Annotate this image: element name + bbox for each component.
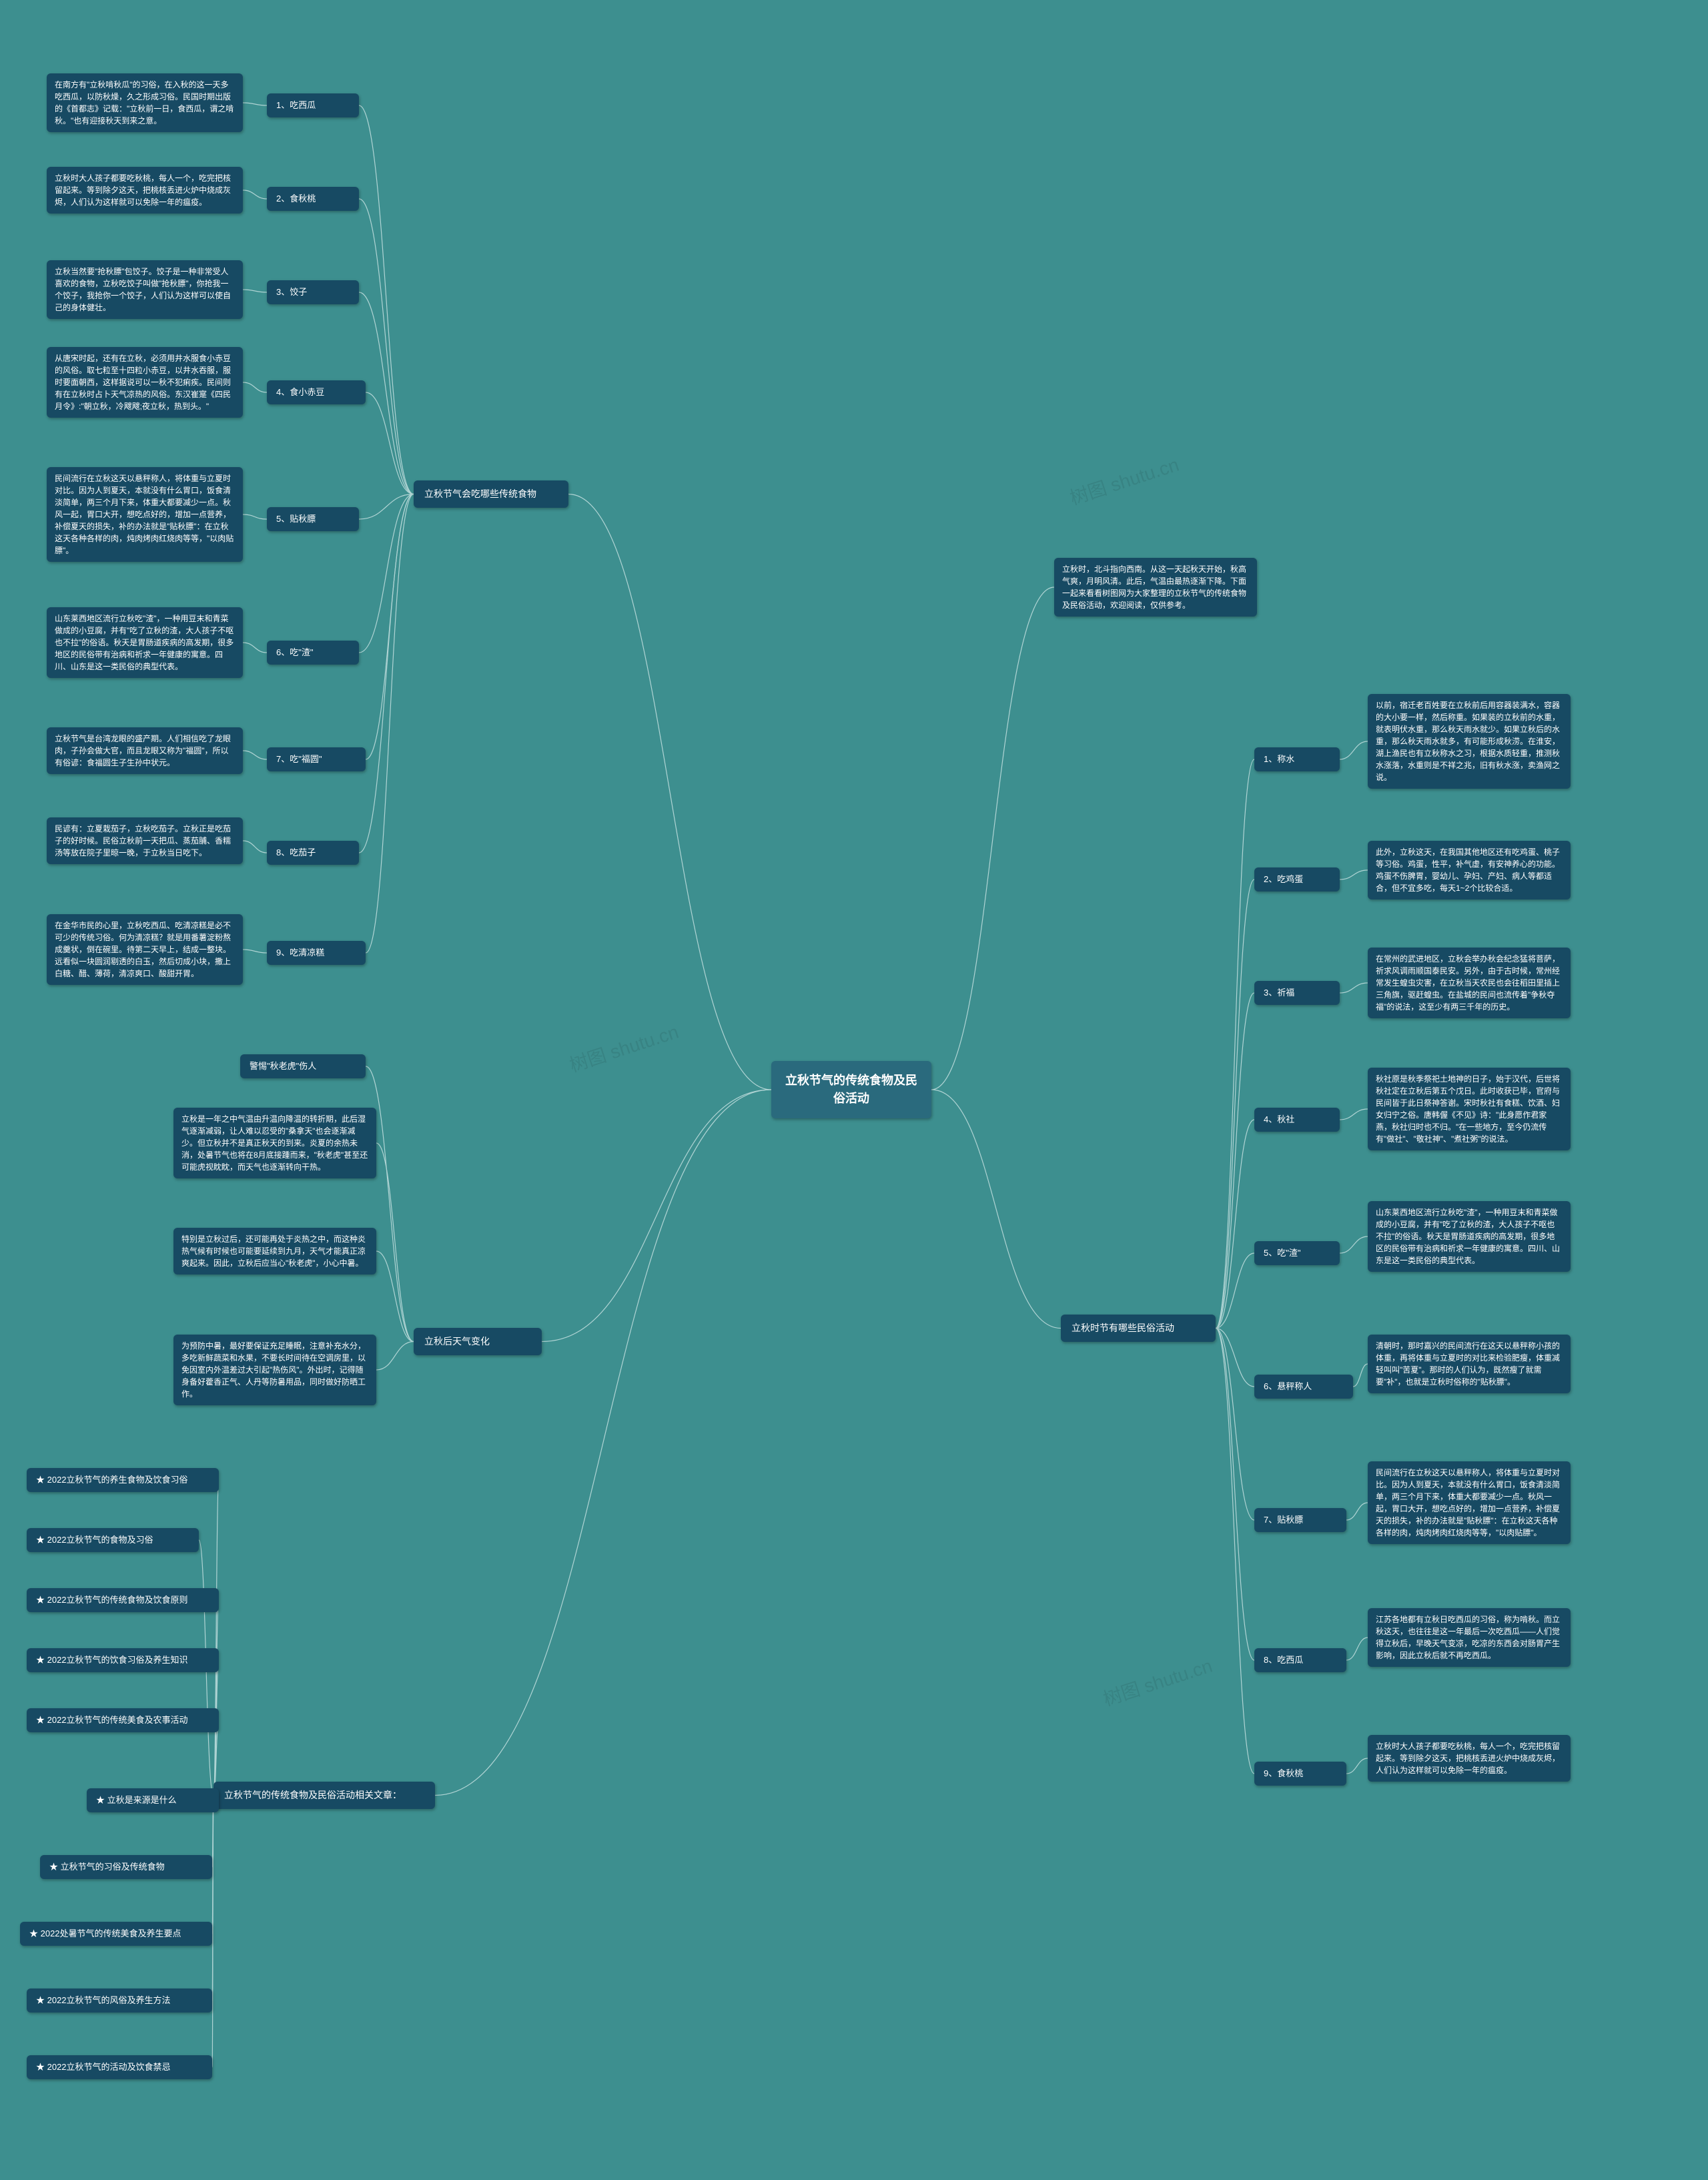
mindmap-node-A4: 4、食小赤豆 (267, 380, 366, 404)
mindmap-node-D8: 8、吃西瓜 (1254, 1648, 1346, 1672)
mindmap-node-D6t: 清朝时，那时嘉兴的民间流行在这天以悬秤称小孩的体重，再将体重与立夏时的对比来检验… (1368, 1335, 1571, 1393)
mindmap-node-D2: 2、吃鸡蛋 (1254, 867, 1340, 891)
mindmap-node-A3: 3、饺子 (267, 280, 359, 304)
mindmap-node-D5: 5、吃"渣" (1254, 1241, 1340, 1265)
mindmap-node-A5: 5、贴秋膘 (267, 507, 359, 531)
mindmap-node-B1: 警惕"秋老虎"伤人 (240, 1054, 366, 1078)
mindmap-node-A3t: 立秋当然要"抢秋膘"包饺子。饺子是一种非常受人喜欢的食物，立秋吃饺子叫做"抢秋膘… (47, 260, 243, 319)
mindmap-node-A7t: 立秋节气是台湾龙眼的盛产期。人们相信吃了龙眼肉，子孙会做大官，而且龙眼又称为"福… (47, 727, 243, 774)
mindmap-node-A5t: 民间流行在立秋这天以悬秤称人，将体重与立夏时对比。因为人到夏天，本就没有什么胃口… (47, 467, 243, 562)
mindmap-node-A2t: 立秋时大人孩子都要吃秋桃，每人一个，吃完把核留起来。等到除夕这天，把桃核丢进火炉… (47, 167, 243, 214)
mindmap-node-B4: 为预防中暑，最好要保证充足睡眠，注意补充水分，多吃新鲜蔬菜和水果，不要长时间待在… (173, 1335, 376, 1405)
mindmap-node-C2: ★ 2022立秋节气的食物及习俗 (27, 1528, 199, 1552)
mindmap-node-D1t: 以前，宿迁老百姓要在立秋前后用容器装满水，容器的大小要一样，然后称重。如果装的立… (1368, 694, 1571, 789)
mindmap-node-D7: 7、贴秋膘 (1254, 1508, 1346, 1532)
mindmap-node-C6: ★ 立秋是来源是什么 (87, 1788, 219, 1812)
mindmap-node-A9t: 在金华市民的心里，立秋吃西瓜、吃清凉糕是必不可少的传统习俗。何为清凉糕？就是用番… (47, 914, 243, 985)
mindmap-node-D: 立秋时节有哪些民俗活动 (1061, 1315, 1216, 1342)
mindmap-node-D2t: 此外，立秋这天，在我国其他地区还有吃鸡蛋、桃子等习俗。鸡蛋，性平，补气虚，有安神… (1368, 841, 1571, 899)
mindmap-node-C4: ★ 2022立秋节气的饮食习俗及养生知识 (27, 1648, 219, 1672)
mindmap-node-intro: 立秋时，北斗指向西南。从这一天起秋天开始，秋高气爽，月明风清。此后，气温由最热逐… (1054, 558, 1257, 617)
mindmap-node-D3t: 在常州的武进地区，立秋会举办秋会纪念猛将菩萨，祈求风调雨顺国泰民安。另外，由于古… (1368, 948, 1571, 1018)
mindmap-node-B: 立秋后天气变化 (414, 1328, 542, 1355)
mindmap-node-A7: 7、吃"福圆" (267, 747, 366, 771)
mindmap-node-D6: 6、悬秤称人 (1254, 1375, 1353, 1399)
mindmap-node-A1: 1、吃西瓜 (267, 93, 359, 117)
watermark: 树图 shutu.cn (1066, 450, 1182, 510)
mindmap-node-B2: 立秋是一年之中气温由升温向降温的转折期，此后湿气逐渐减弱，让人难以忍受的"桑拿天… (173, 1108, 376, 1178)
mindmap-node-A: 立秋节气会吃哪些传统食物 (414, 480, 568, 508)
mindmap-node-A8: 8、吃茄子 (267, 841, 359, 865)
mindmap-node-D3: 3、祈福 (1254, 981, 1340, 1005)
mindmap-node-D9t: 立秋时大人孩子都要吃秋桃，每人一个，吃完把核留起来。等到除夕这天，把桃核丢进火炉… (1368, 1735, 1571, 1782)
mindmap-node-A6t: 山东莱西地区流行立秋吃"渣"，一种用豆末和青菜做成的小豆腐，并有"吃了立秋的渣，… (47, 607, 243, 678)
watermark: 树图 shutu.cn (566, 1018, 682, 1078)
watermark: 树图 shutu.cn (1100, 1652, 1216, 1712)
mindmap-node-D4: 4、秋社 (1254, 1108, 1340, 1132)
mindmap-node-A1t: 在南方有"立秋啃秋瓜"的习俗，在入秋的这一天多吃西瓜，以防秋燥，久之形成习俗。民… (47, 73, 243, 132)
mindmap-node-A6: 6、吃"渣" (267, 641, 359, 665)
mindmap-node-C1: ★ 2022立秋节气的养生食物及饮食习俗 (27, 1468, 219, 1492)
mindmap-node-A8t: 民谚有：立夏栽茄子，立秋吃茄子。立秋正是吃茄子的好时候。民俗立秋前一天把瓜、蒸茄… (47, 817, 243, 864)
mindmap-node-C3: ★ 2022立秋节气的传统食物及饮食原则 (27, 1588, 219, 1612)
mindmap-node-A2: 2、食秋桃 (267, 187, 359, 211)
mindmap-node-B3: 特别是立秋过后，还可能再处于炎热之中，而这种炎热气候有时候也可能要延续到九月，天… (173, 1228, 376, 1275)
mindmap-node-A4t: 从唐宋时起，还有在立秋，必须用井水服食小赤豆的风俗。取七粒至十四粒小赤豆，以井水… (47, 347, 243, 418)
mindmap-node-D4t: 秋社原是秋季祭祀土地神的日子，始于汉代，后世将秋社定在立秋后第五个戊日。此时收获… (1368, 1068, 1571, 1150)
mindmap-node-C7: ★ 立秋节气的习俗及传统食物 (40, 1855, 212, 1879)
mindmap-node-A9: 9、吃清凉糕 (267, 941, 366, 965)
mindmap-node-D8t: 江苏各地都有立秋日吃西瓜的习俗，称为啃秋。而立秋这天，也往往是这一年最后一次吃西… (1368, 1608, 1571, 1667)
mindmap-node-C5: ★ 2022立秋节气的传统美食及农事活动 (27, 1708, 219, 1732)
mindmap-node-C10: ★ 2022立秋节气的活动及饮食禁忌 (27, 2055, 212, 2079)
mindmap-node-D1: 1、称水 (1254, 747, 1340, 771)
mindmap-node-D5t: 山东莱西地区流行立秋吃"渣"，一种用豆末和青菜做成的小豆腐，并有"吃了立秋的渣，… (1368, 1201, 1571, 1272)
mindmap-node-D9: 9、食秋桃 (1254, 1762, 1346, 1786)
mindmap-node-root: 立秋节气的传统食物及民俗活动 (771, 1061, 931, 1118)
mindmap-node-C: 立秋节气的传统食物及民俗活动相关文章： (214, 1782, 435, 1809)
mindmap-node-C9: ★ 2022立秋节气的风俗及养生方法 (27, 1988, 212, 2013)
mindmap-node-C8: ★ 2022处暑节气的传统美食及养生要点 (20, 1922, 212, 1946)
mindmap-node-D7t: 民间流行在立秋这天以悬秤称人，将体重与立夏时对比。因为人到夏天，本就没有什么胃口… (1368, 1461, 1571, 1544)
